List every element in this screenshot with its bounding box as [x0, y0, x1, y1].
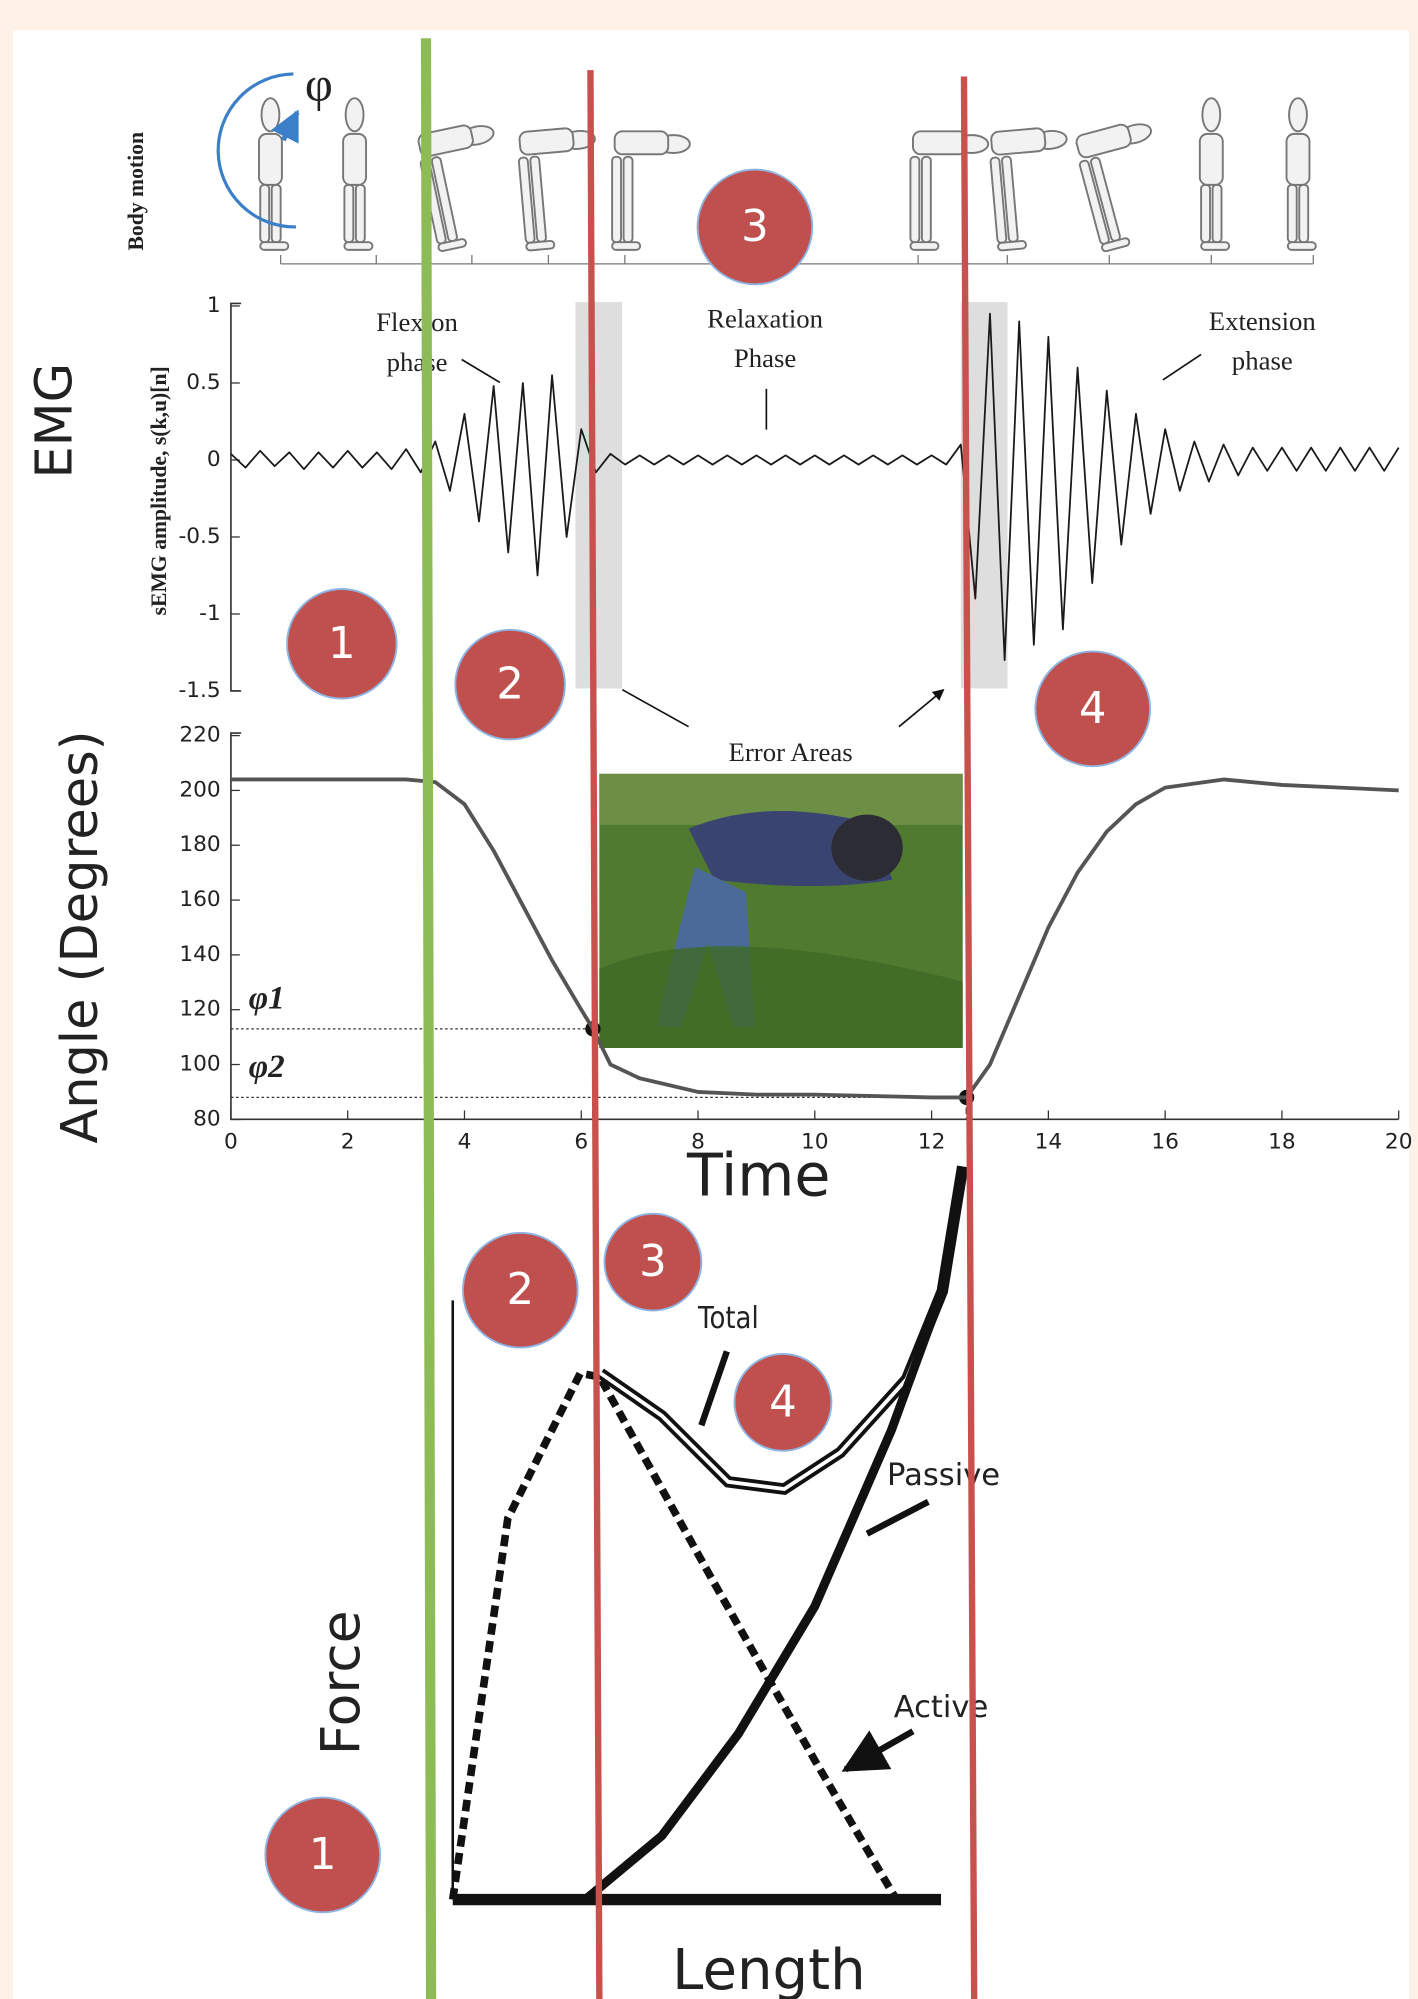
x-tick-label: 16 — [1151, 1129, 1179, 1154]
series-label: Passive — [887, 1458, 1000, 1493]
x-tick-label: 4 — [458, 1129, 472, 1154]
panel-label: EMG — [26, 363, 85, 479]
body-motion-label: Body motion — [124, 132, 148, 251]
y-tick-label: 140 — [179, 942, 220, 967]
marker-label: 1 — [328, 619, 356, 669]
annotation: phase — [387, 347, 448, 377]
y-tick-label: -1.5 — [178, 678, 220, 703]
y-tick-label: 120 — [179, 997, 220, 1022]
y-tick-label: 200 — [179, 777, 220, 802]
x-axis-title: Length — [672, 1938, 865, 1999]
annotation: phase — [1232, 345, 1293, 375]
y-tick-label: 1 — [207, 293, 221, 318]
marker-label: 4 — [1079, 684, 1107, 734]
marker-label: 4 — [769, 1377, 797, 1427]
figure: 10.50-0.5-1-1.58010012014016018020022002… — [0, 0, 1418, 1999]
x-tick-label: 14 — [1035, 1129, 1063, 1154]
marker-label: 2 — [507, 1265, 535, 1315]
y-tick-label: 220 — [179, 723, 220, 748]
annotation: Error Areas — [729, 737, 853, 767]
y-tick-label: 0.5 — [186, 370, 220, 395]
x-tick-label: 12 — [918, 1129, 946, 1154]
y-axis-title: Force — [309, 1610, 372, 1755]
marker-label: 1 — [309, 1830, 337, 1880]
x-axis-title: Time — [686, 1141, 830, 1209]
y-tick-label: 180 — [179, 832, 220, 857]
y-tick-label: 80 — [193, 1106, 221, 1131]
y-tick-label: 0 — [207, 447, 221, 472]
y-tick-label: 160 — [179, 887, 220, 912]
annotation: Flexion — [376, 307, 458, 337]
x-tick-label: 6 — [574, 1129, 588, 1154]
y-axis-title: sEMG amplitude, s(k,u)[n] — [147, 366, 171, 615]
annotation: Phase — [734, 343, 796, 373]
y-axis-title: Angle (Degrees) — [51, 730, 110, 1143]
level-label: φ1 — [249, 979, 285, 1016]
marker-label: 3 — [639, 1237, 667, 1287]
marker-label: 3 — [741, 202, 769, 252]
series-label: Total — [697, 1300, 759, 1336]
angle-symbol: φ — [305, 58, 333, 111]
marker-label: 2 — [496, 660, 524, 710]
x-tick-label: 0 — [224, 1129, 238, 1154]
field-photo — [599, 774, 962, 1048]
y-tick-label: 100 — [179, 1052, 220, 1077]
y-tick-label: -0.5 — [178, 524, 220, 549]
annotation: Relaxation — [707, 303, 823, 333]
annotation: Extension — [1209, 306, 1316, 336]
y-tick-label: -1 — [199, 601, 221, 626]
x-tick-label: 20 — [1385, 1129, 1413, 1154]
page: 10.50-0.5-1-1.58010012014016018020022002… — [0, 0, 1418, 1999]
error-area — [575, 302, 622, 688]
x-tick-label: 18 — [1268, 1129, 1296, 1154]
level-label: φ2 — [249, 1048, 285, 1085]
x-tick-label: 2 — [341, 1129, 355, 1154]
